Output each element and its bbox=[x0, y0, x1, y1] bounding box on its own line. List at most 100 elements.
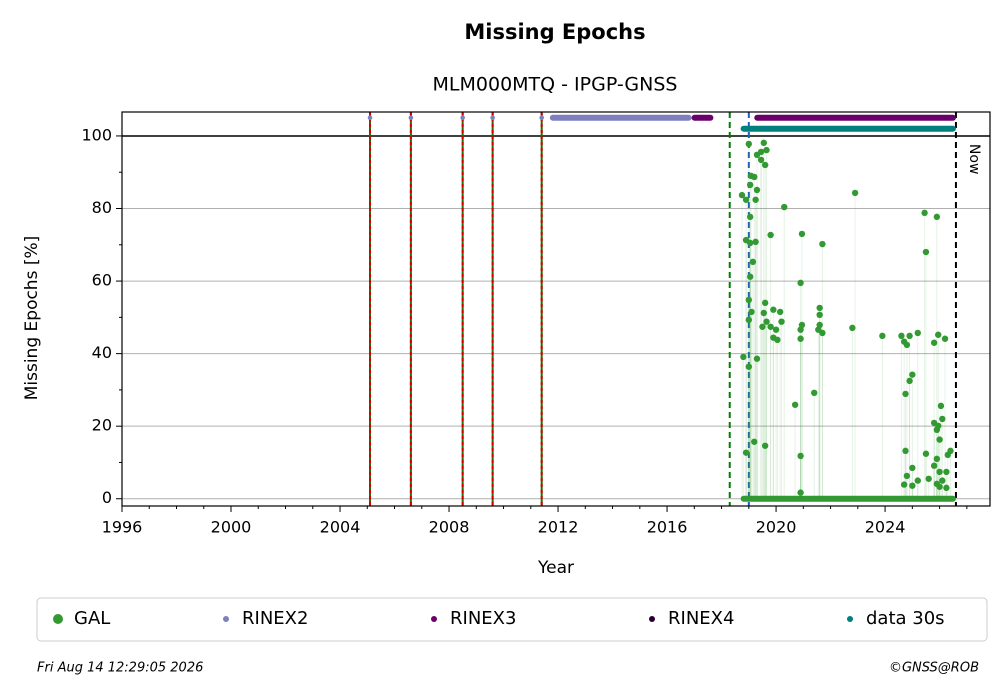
point bbox=[774, 336, 781, 344]
point bbox=[745, 140, 753, 148]
legend-marker bbox=[649, 616, 655, 622]
point bbox=[925, 475, 932, 482]
point bbox=[757, 148, 765, 156]
point bbox=[922, 248, 930, 256]
point bbox=[943, 468, 950, 476]
point bbox=[903, 341, 911, 349]
point bbox=[909, 464, 916, 472]
x-tick-label: 2004 bbox=[320, 518, 361, 537]
point bbox=[408, 115, 414, 121]
point bbox=[947, 447, 954, 455]
point bbox=[922, 450, 930, 457]
point bbox=[753, 355, 761, 362]
y-tick-label: 20 bbox=[92, 416, 112, 435]
point bbox=[767, 323, 774, 330]
legend-marker bbox=[431, 616, 437, 622]
legend-marker bbox=[847, 616, 853, 622]
point bbox=[763, 146, 770, 154]
legend-label: RINEX2 bbox=[242, 608, 308, 629]
y-axis-label: Missing Epochs [%] bbox=[22, 236, 42, 401]
span bbox=[754, 114, 956, 121]
point bbox=[738, 191, 746, 199]
point bbox=[811, 389, 818, 397]
point bbox=[763, 318, 770, 325]
point bbox=[778, 318, 785, 325]
point bbox=[939, 415, 946, 423]
point bbox=[941, 335, 949, 342]
point bbox=[797, 489, 804, 496]
point bbox=[757, 156, 765, 164]
point bbox=[781, 203, 788, 211]
point bbox=[742, 196, 750, 203]
point bbox=[751, 173, 758, 181]
span bbox=[740, 125, 956, 132]
legend-label: GAL bbox=[74, 608, 110, 629]
x-axis-label: Year bbox=[537, 558, 574, 578]
point bbox=[879, 332, 886, 340]
point bbox=[909, 482, 916, 489]
point bbox=[849, 324, 856, 332]
point bbox=[770, 306, 777, 313]
y-tick-label: 100 bbox=[81, 125, 112, 144]
point bbox=[760, 309, 768, 317]
point bbox=[367, 115, 373, 121]
point bbox=[797, 452, 804, 460]
x-tick-label: 1996 bbox=[102, 518, 143, 537]
span bbox=[740, 495, 956, 502]
point bbox=[816, 311, 823, 319]
point bbox=[740, 353, 747, 361]
point bbox=[746, 213, 754, 221]
point bbox=[797, 335, 804, 342]
point bbox=[914, 477, 921, 484]
point bbox=[798, 321, 806, 329]
point bbox=[742, 449, 750, 456]
point bbox=[539, 115, 544, 121]
point bbox=[816, 304, 823, 312]
point bbox=[759, 323, 766, 330]
point bbox=[772, 326, 780, 333]
point bbox=[935, 331, 942, 338]
point bbox=[746, 181, 754, 189]
point bbox=[797, 279, 804, 287]
span bbox=[549, 114, 692, 121]
point bbox=[906, 332, 913, 340]
point bbox=[746, 239, 754, 247]
point bbox=[851, 189, 859, 197]
legend-box bbox=[36, 597, 988, 642]
point bbox=[930, 462, 938, 469]
marker-label: Now bbox=[966, 144, 982, 175]
point bbox=[900, 481, 908, 488]
footer-timestamp: Fri Aug 14 12:29:05 2026 bbox=[37, 661, 203, 676]
point bbox=[930, 339, 938, 346]
span bbox=[691, 114, 714, 121]
point bbox=[898, 332, 905, 340]
point bbox=[903, 472, 911, 480]
point bbox=[798, 230, 806, 238]
point bbox=[761, 299, 769, 307]
y-tick-label: 0 bbox=[102, 488, 112, 507]
point bbox=[791, 401, 799, 408]
y-tick-label: 60 bbox=[92, 271, 112, 290]
point bbox=[943, 484, 950, 492]
chart-title: Missing Epochs bbox=[464, 20, 645, 44]
point bbox=[935, 422, 942, 430]
chart-subtitle: MLM000MTQ - IPGP-GNSS bbox=[433, 74, 678, 96]
point bbox=[819, 240, 826, 248]
point bbox=[490, 115, 495, 121]
point bbox=[753, 186, 761, 194]
point bbox=[761, 442, 769, 449]
x-tick-label: 2024 bbox=[865, 518, 906, 537]
point bbox=[939, 477, 946, 484]
point bbox=[749, 258, 757, 266]
point bbox=[906, 377, 913, 385]
point bbox=[751, 438, 758, 445]
y-tick-label: 40 bbox=[92, 343, 112, 362]
point bbox=[745, 363, 753, 370]
point bbox=[460, 115, 465, 121]
point bbox=[776, 308, 784, 316]
legend-label: RINEX3 bbox=[450, 608, 516, 629]
point bbox=[767, 231, 774, 239]
plot-frame bbox=[121, 111, 991, 507]
point bbox=[760, 139, 768, 147]
